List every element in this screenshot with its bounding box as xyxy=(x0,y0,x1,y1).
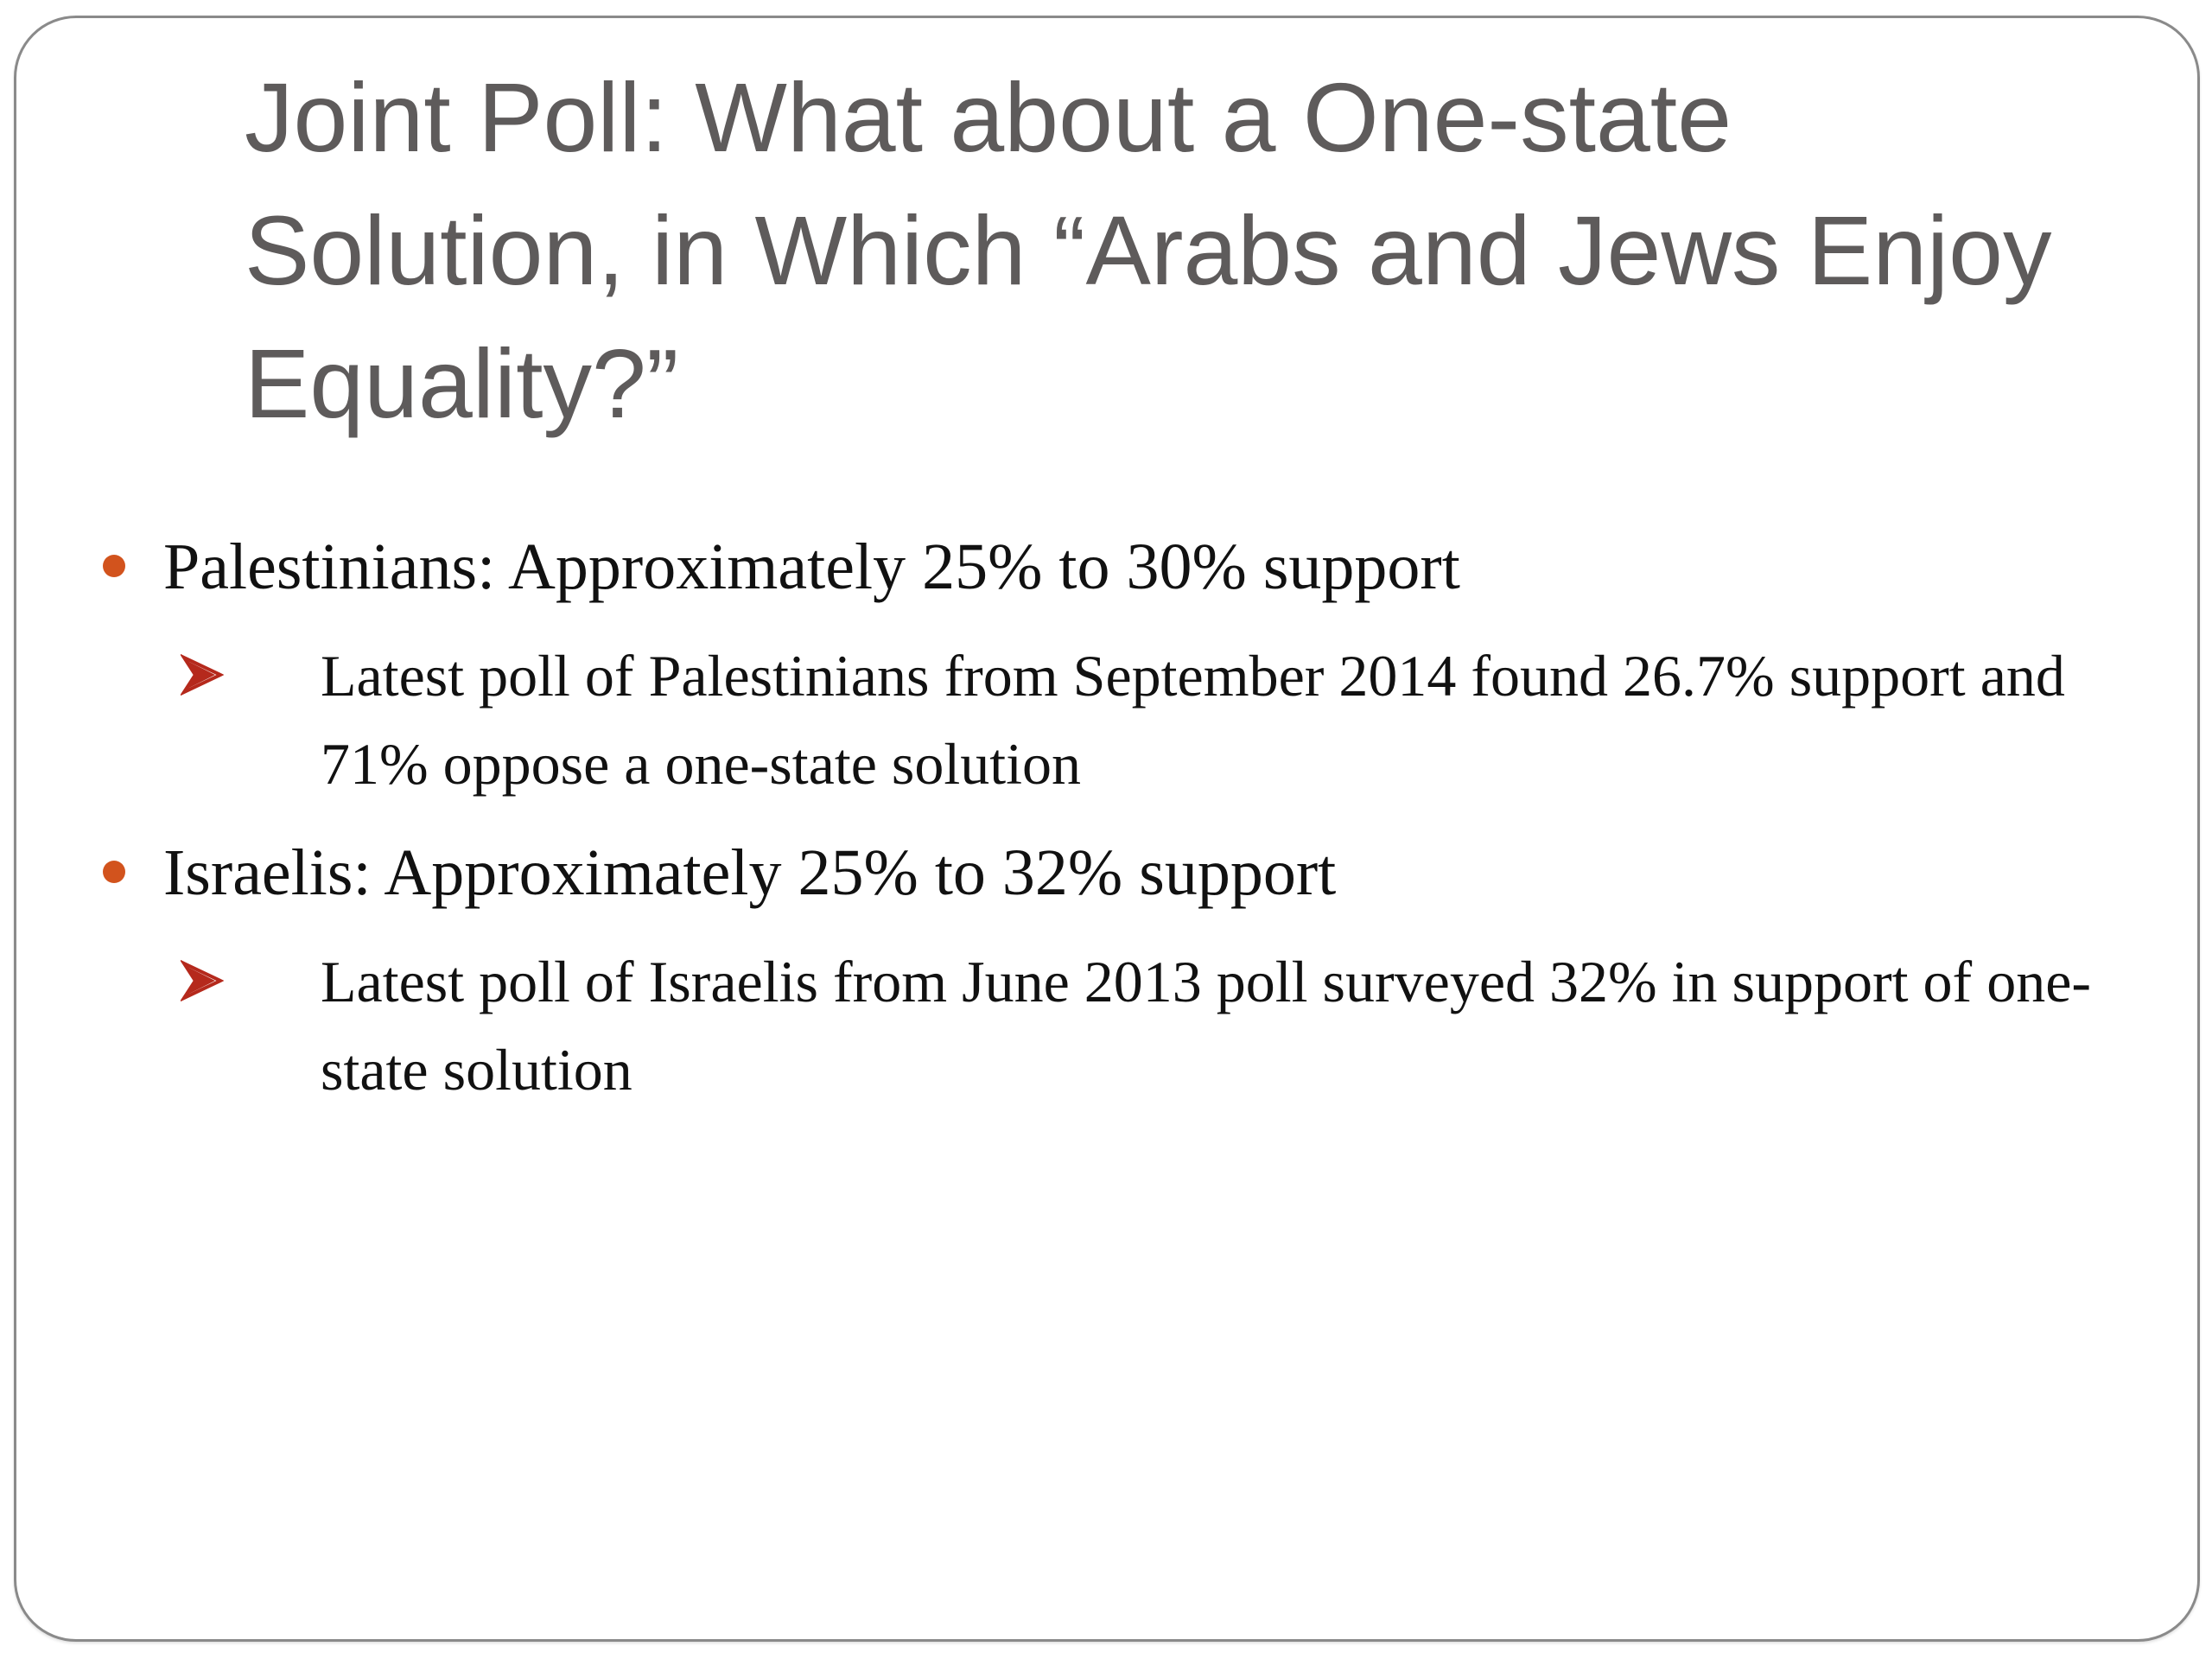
slide-body: Palestinians: Approximately 25% to 30% s… xyxy=(16,18,2197,1639)
dot-bullet-icon xyxy=(103,861,125,883)
arrowhead-bullet-icon xyxy=(181,960,224,1001)
sub-bullet-israelis-poll: Latest poll of Israelis from June 2013 p… xyxy=(321,949,2092,1103)
dot-bullet-icon xyxy=(103,555,125,577)
slide-title: Joint Poll: What about a One-state Solut… xyxy=(245,63,2052,438)
bullet-item-israelis: Israelis: Approximately 25% to 32% suppo… xyxy=(163,836,1337,909)
slide-frame: Joint Poll: What about a One-state Solut… xyxy=(14,16,2200,1642)
sub-bullet-palestinians-poll: Latest poll of Palestinians from Septemb… xyxy=(321,643,2065,797)
bullet-item-palestinians: Palestinians: Approximately 25% to 30% s… xyxy=(163,531,1460,603)
arrowhead-bullet-icon xyxy=(181,654,224,696)
